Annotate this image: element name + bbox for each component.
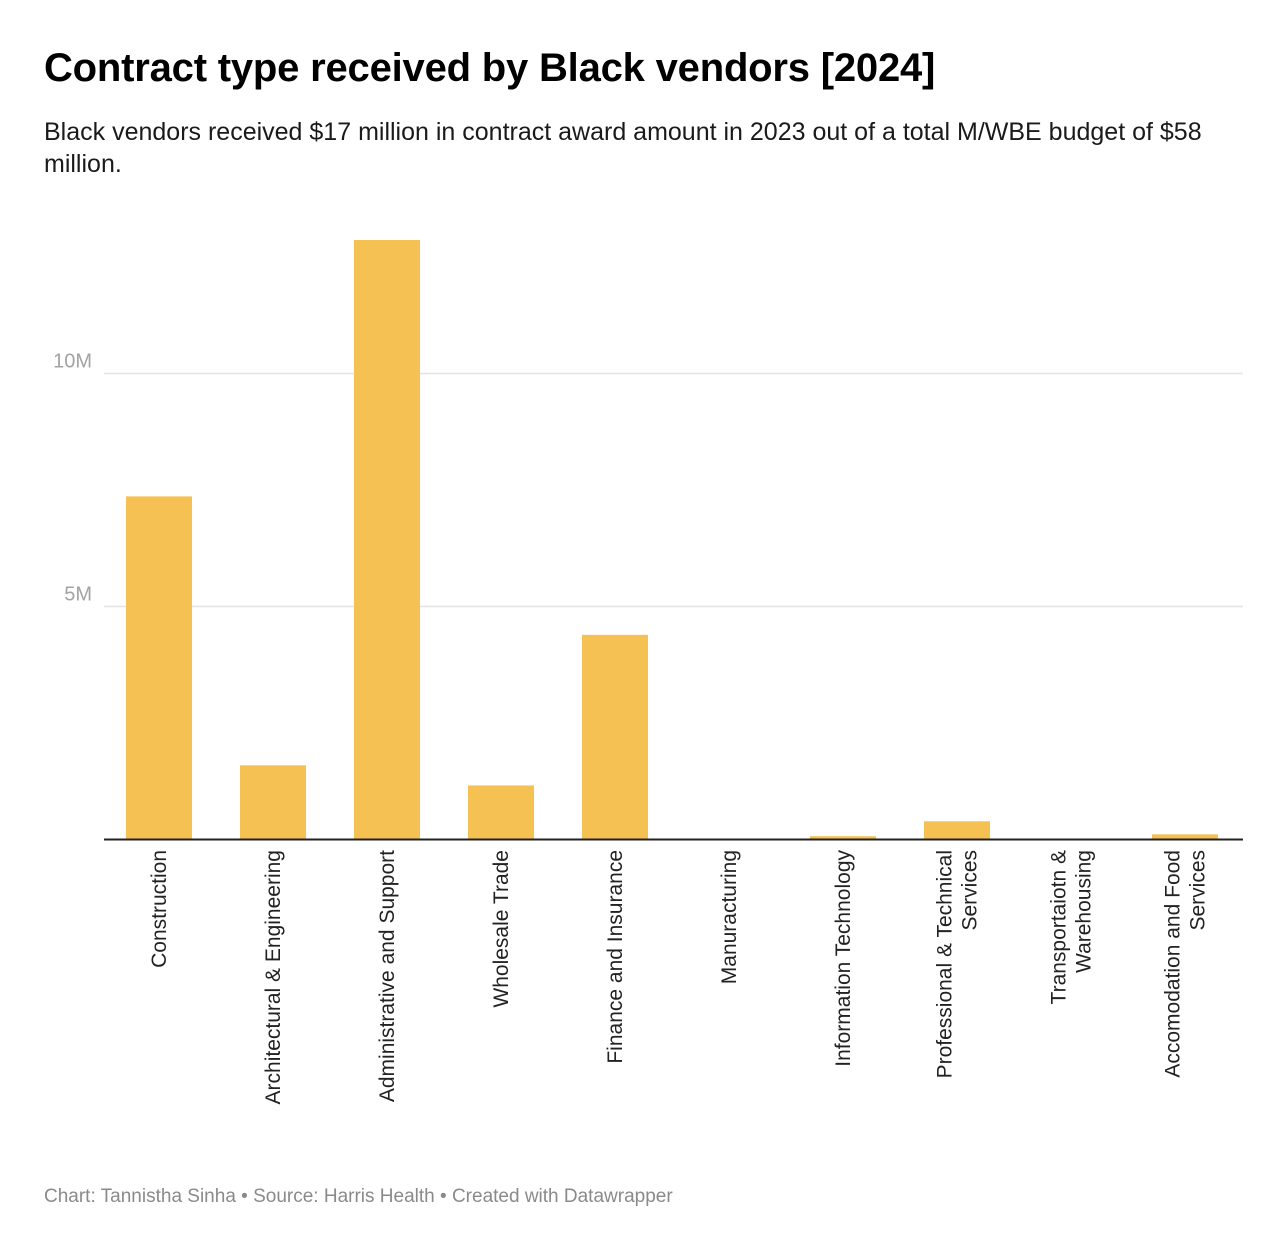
category-label: Services (959, 850, 982, 931)
bar (354, 240, 420, 839)
footer-separator: • (241, 1186, 248, 1207)
chart-footer: Chart: Tannistha Sinha • Source: Harris … (44, 1186, 673, 1208)
category-label: Professional & Technical (934, 850, 957, 1078)
footer-source: Source: Harris Health (253, 1186, 435, 1207)
category-label: Administrative and Support (376, 850, 399, 1102)
category-label: Information Technology (832, 850, 855, 1067)
footer-created-with: Created with Datawrapper (451, 1186, 673, 1207)
category-label: Accomodation and Food (1162, 850, 1185, 1078)
category-label: Manuracturing (718, 850, 741, 984)
bar (582, 634, 648, 839)
bar (1152, 834, 1218, 839)
gridlines: 5M 10M (53, 351, 1243, 608)
category-label: Finance and Insurance (604, 850, 627, 1064)
bar (240, 765, 306, 839)
bar (468, 785, 534, 839)
bars (126, 240, 1218, 839)
chart-title: Contract type received by Black vendors … (44, 46, 936, 90)
y-tick-label: 10M (53, 351, 92, 373)
category-labels: Construction Architectural & Engineering A… (148, 850, 1210, 1105)
footer-chart-credit: Chart: Tannistha Sinha (44, 1186, 236, 1207)
category-label: Warehousing (1073, 850, 1096, 973)
footer-separator: • (440, 1186, 447, 1207)
category-label: Services (1187, 850, 1210, 931)
bar (810, 836, 876, 839)
category-label: Construction (148, 850, 171, 968)
chart-subtitle: Black vendors received $17 million in co… (44, 118, 1202, 178)
category-label: Wholesale Trade (490, 850, 513, 1008)
bar (924, 821, 990, 839)
bar (126, 496, 192, 839)
y-tick-label: 5M (64, 584, 92, 606)
category-label: Architectural & Engineering (262, 850, 285, 1104)
category-label: Transportaiotn & (1048, 850, 1071, 1004)
